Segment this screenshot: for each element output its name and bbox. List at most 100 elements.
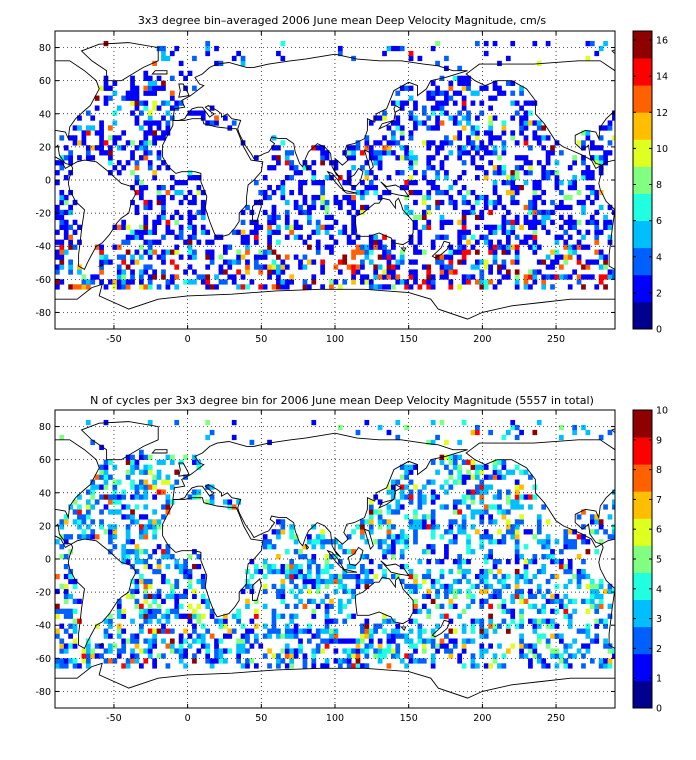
data-cell [559, 224, 564, 230]
data-cell [161, 549, 166, 555]
data-cell [130, 618, 135, 624]
data-cell [280, 613, 286, 619]
data-cell [320, 284, 325, 290]
data-cell [483, 284, 489, 290]
data-cell [324, 608, 330, 614]
data-cell [68, 264, 73, 270]
data-cell [63, 234, 69, 240]
data-cell [351, 229, 356, 235]
data-cell [121, 269, 127, 275]
data-cell [492, 563, 498, 570]
data-cell [554, 583, 560, 590]
data-cell [603, 259, 608, 265]
data-cell [125, 140, 131, 146]
data-cell [545, 588, 551, 595]
data-cell [514, 593, 520, 600]
data-cell [289, 534, 295, 540]
coastline [347, 167, 364, 188]
data-cell [417, 229, 423, 235]
data-cell [364, 244, 370, 250]
data-cell [470, 623, 476, 629]
data-cell [483, 259, 489, 265]
y-tick-label: 40 [39, 488, 51, 499]
data-cell [559, 214, 564, 221]
data-cell [404, 279, 409, 285]
data-cell [364, 519, 370, 525]
data-cell [320, 568, 325, 575]
data-cell [505, 239, 511, 245]
data-cell [165, 509, 171, 515]
data-cell [413, 578, 418, 585]
data-cell [391, 534, 396, 540]
data-cell [165, 284, 171, 290]
data-cell [523, 653, 529, 659]
data-cell [421, 279, 427, 285]
data-cell [178, 653, 184, 659]
data-cell [355, 583, 361, 590]
data-cell [125, 663, 131, 669]
data-cell [55, 229, 60, 235]
data-cell [603, 658, 608, 664]
data-cell [276, 269, 281, 275]
data-cell [607, 274, 613, 280]
data-cell [448, 454, 454, 460]
data-cell [408, 55, 414, 62]
data-cell [72, 618, 78, 624]
data-cell [550, 559, 555, 565]
data-cell [156, 559, 162, 565]
data-cell [227, 259, 233, 265]
data-cell [461, 559, 467, 565]
data-cell [152, 170, 157, 176]
data-cell [77, 140, 82, 146]
data-cell [271, 189, 277, 196]
data-cell [315, 229, 321, 235]
data-cell [391, 120, 396, 126]
data-cell [262, 209, 268, 216]
data-cell [245, 638, 250, 644]
data-cell [364, 643, 370, 649]
data-cell [461, 214, 467, 221]
data-cell [466, 559, 471, 565]
data-cell [187, 244, 193, 250]
data-cell [497, 279, 502, 285]
data-cell [267, 648, 272, 654]
data-cell [607, 239, 613, 245]
data-cell [532, 184, 538, 191]
data-cell [152, 100, 157, 106]
colorbar-tick-label: 0 [656, 325, 662, 336]
x-tick-label: 100 [326, 334, 344, 345]
data-cell [404, 464, 409, 470]
data-cell [143, 658, 149, 664]
data-cell [337, 578, 343, 585]
data-cell [576, 274, 582, 280]
data-cell [108, 494, 113, 500]
data-cell [559, 424, 564, 431]
data-cell [192, 194, 197, 201]
data-cell [377, 424, 383, 431]
data-cell [183, 454, 188, 460]
data-cell [298, 628, 303, 634]
data-cell [501, 229, 507, 235]
data-cell [461, 199, 467, 206]
data-cell [466, 489, 471, 495]
data-cell [77, 509, 82, 515]
data-cell [183, 180, 188, 186]
data-cell [59, 160, 65, 166]
data-cell [72, 663, 78, 669]
data-cell [253, 623, 259, 629]
data-cell [483, 239, 489, 245]
chart-title: N of cycles per 3x3 degree bin for 2006 … [90, 394, 594, 407]
data-cell [99, 150, 104, 156]
data-cell [258, 254, 264, 260]
data-cell [541, 279, 547, 285]
data-cell [284, 563, 290, 570]
data-cell [103, 633, 109, 639]
data-cell [492, 459, 498, 465]
data-cell [143, 284, 149, 290]
data-cell [466, 279, 471, 285]
data-cell [368, 529, 374, 535]
data-cell [563, 239, 569, 245]
data-cell [430, 638, 436, 644]
data-cell [572, 249, 577, 255]
x-tick-label: -50 [106, 334, 122, 345]
